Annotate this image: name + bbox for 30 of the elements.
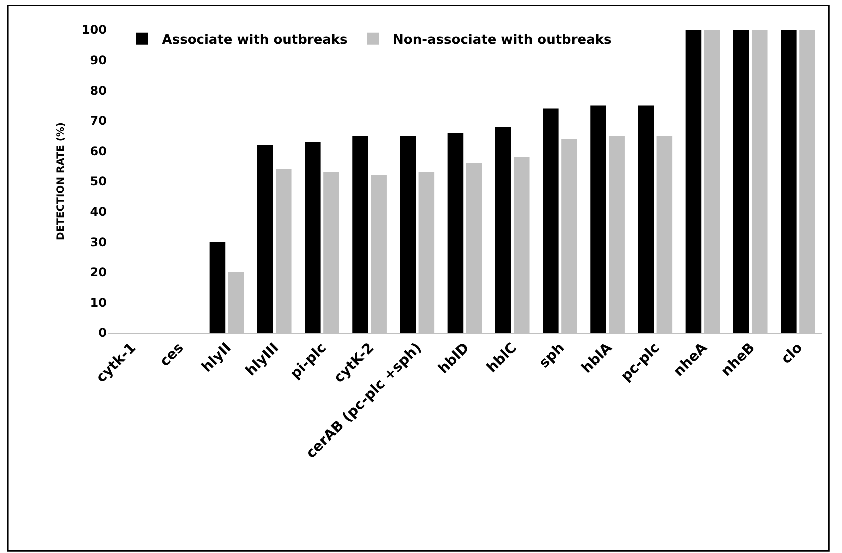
bar — [352, 136, 368, 333]
y-axis-title: DETECTION RATE (%) — [56, 122, 67, 240]
legend-label: Non-associate with outbreaks — [393, 32, 612, 48]
bar — [733, 30, 750, 333]
bar — [590, 106, 606, 333]
bar — [257, 145, 274, 333]
bar — [400, 136, 416, 333]
y-tick-label: 100 — [82, 23, 107, 38]
y-tick-label: 80 — [90, 84, 107, 98]
bar — [638, 106, 654, 333]
y-tick-label: 10 — [90, 296, 107, 310]
y-tick-label: 40 — [90, 205, 107, 219]
x-tick-label: sph — [536, 340, 568, 372]
y-tick-label: 50 — [90, 174, 107, 189]
bar — [448, 133, 464, 333]
y-tick-label: 90 — [90, 54, 107, 68]
y-tick-label: 20 — [90, 266, 107, 280]
y-tick-label: 30 — [90, 235, 107, 250]
y-tick-label: 60 — [90, 144, 107, 158]
bar — [305, 142, 321, 333]
bar — [686, 30, 702, 333]
y-tick-label: 70 — [90, 114, 107, 128]
bar — [543, 108, 559, 333]
bar — [210, 242, 226, 333]
bar — [781, 30, 797, 333]
x-tick-label: clo — [778, 340, 806, 368]
bar — [495, 126, 512, 333]
legend-label: Associate with outbreaks — [162, 32, 348, 48]
y-tick-label: 0 — [98, 326, 107, 340]
x-tick-label: ces — [157, 340, 188, 370]
